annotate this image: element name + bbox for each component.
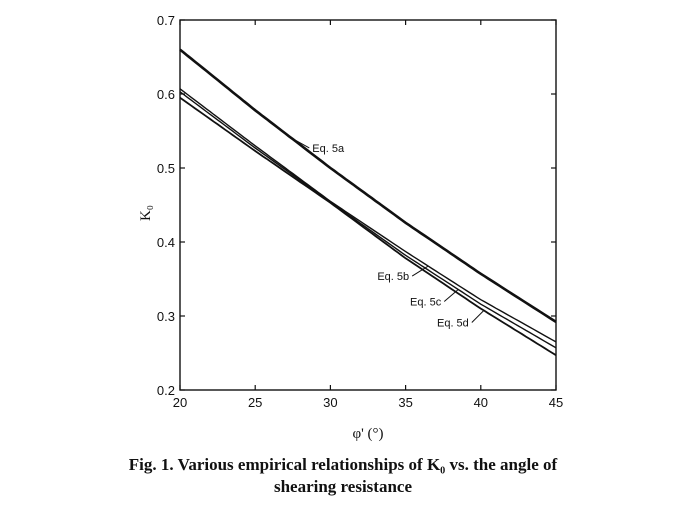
x-tick-label: 25 — [248, 395, 262, 410]
y-tick-label: 0.4 — [157, 235, 175, 250]
x-tick-label: 30 — [323, 395, 337, 410]
annotation-label: Eq. 5b — [377, 271, 409, 283]
y-tick-label: 0.7 — [157, 13, 175, 28]
x-tick-label: 20 — [173, 395, 187, 410]
y-axis-label: K₀ — [138, 205, 154, 221]
x-axis-label: φ' (°) — [352, 426, 383, 442]
annotation-label: Eq. 5a — [312, 143, 345, 155]
figure-caption-line2: shearing resistance — [273, 477, 413, 496]
k0-chart: 20 25 30 35 40 450.20.30.40.50.60.7 Eq. 5aEq.… — [138, 13, 563, 442]
figure-caption-line1: Fig. 1. Various empirical relationships … — [128, 455, 558, 474]
x-tick-label: 45 — [549, 395, 563, 410]
y-tick-label: 0.5 — [157, 161, 175, 176]
x-tick-label: 35 — [398, 395, 412, 410]
y-tick-label: 0.6 — [157, 87, 175, 102]
annotation-label: Eq. 5c — [410, 297, 442, 309]
annotation-leader — [443, 289, 459, 302]
series-annotations: Eq. 5a Eq. 5b Eq. 5c Eq. 5d — [291, 137, 485, 329]
annotation-leader — [411, 265, 429, 277]
y-tick-label: 0.2 — [157, 383, 175, 398]
plot-frame — [179, 19, 557, 391]
axis-ticks: 20 25 30 35 40 45 0.2 0.3 0.4 0.5 0.6 0.7 — [157, 13, 563, 410]
annotation-label: Eq. 5d — [437, 317, 469, 329]
series-line-1 — [179, 48, 557, 323]
series-line-4 — [179, 96, 557, 356]
annotation-leader — [291, 137, 310, 149]
annotation-leader — [471, 310, 485, 323]
series-line-3 — [179, 91, 557, 349]
x-tick-label: 40 — [474, 395, 488, 410]
series-line-2 — [179, 88, 557, 343]
series-lines — [179, 48, 557, 356]
y-tick-label: 0.3 — [157, 309, 175, 324]
